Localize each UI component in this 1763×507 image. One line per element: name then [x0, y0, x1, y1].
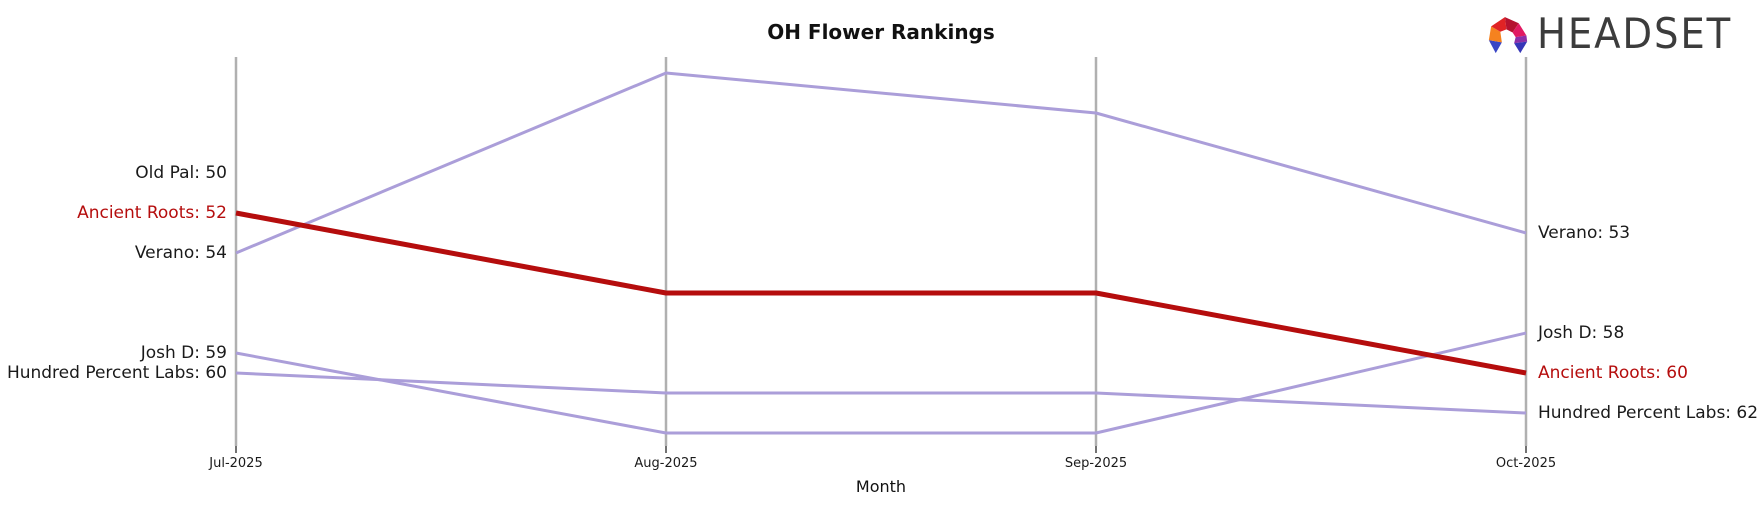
series-left-label: Old Pal: 50	[135, 163, 227, 183]
x-tick-label: Aug-2025	[634, 456, 698, 471]
series-line	[235, 371, 1527, 415]
series-right-label: Ancient Roots: 60	[1538, 363, 1688, 383]
brand-logo: HEADSET	[1485, 10, 1749, 58]
headset-logo-icon	[1488, 17, 1528, 54]
brand-name: HEADSET	[1536, 9, 1733, 58]
x-tick-label: Sep-2025	[1064, 456, 1128, 471]
series-left-label: Ancient Roots: 52	[77, 203, 227, 223]
x-axis-title: Month	[855, 477, 907, 496]
series-right-label: Hundred Percent Labs: 62	[1538, 403, 1759, 423]
series-line	[235, 71, 1527, 255]
series-left-label: Verano: 54	[134, 243, 227, 263]
chart-title: OH Flower Rankings	[767, 20, 995, 44]
series-left-label: Josh D: 59	[140, 343, 227, 363]
x-tick-label: Jul-2025	[209, 456, 263, 471]
series-left-label: Hundred Percent Labs: 60	[6, 363, 227, 383]
series-line	[235, 210, 1527, 376]
series-line	[235, 331, 1527, 435]
series-right-label: Josh D: 58	[1538, 323, 1625, 343]
series-right-label: Verano: 53	[1538, 223, 1631, 243]
x-tick-label: Oct-2025	[1495, 456, 1557, 471]
